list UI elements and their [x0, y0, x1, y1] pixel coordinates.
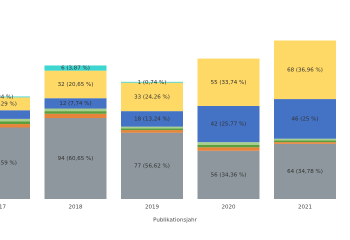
- bar-segment: [44, 111, 107, 114]
- chart: Publikationsjahr 2017 83 (69,59 %) 15 (12,…: [0, 40, 336, 224]
- bar-segment: [197, 150, 260, 199]
- bar-segment: [0, 110, 30, 119]
- page: {"chart_data": {"type": "stacked-bar", "…: [0, 40, 336, 224]
- bar-segment: [0, 96, 30, 98]
- value-label: 6 (3,87 %): [61, 66, 90, 72]
- bar-segment: [274, 40, 336, 100]
- bar-segment: [197, 58, 260, 106]
- bar-segment: [274, 138, 336, 141]
- bar-segment: [197, 105, 260, 143]
- bar-segment: [197, 147, 260, 151]
- value-label: 68 (36,96 %): [287, 67, 323, 73]
- value-label: 77 (56,62 %): [134, 163, 170, 169]
- value-label: 12 (7,74 %): [59, 101, 91, 107]
- x-tick-label: 2020: [222, 205, 236, 211]
- bar-segment: [44, 70, 107, 99]
- bar-segment: [44, 108, 107, 112]
- value-label: 33 (24,26 %): [134, 94, 170, 100]
- bar-segment: [0, 124, 30, 128]
- value-label: 55 (33,74 %): [211, 80, 247, 86]
- bar-segment: [197, 142, 260, 145]
- bar-segment: [0, 121, 30, 125]
- bar-segment: [0, 127, 30, 199]
- value-label: 46 (25 %): [291, 116, 318, 122]
- x-tick-label: 2018: [69, 205, 83, 211]
- bar-segment: [121, 82, 183, 112]
- value-label: 42 (25,77 %): [211, 122, 247, 128]
- bar-segment: [121, 81, 183, 83]
- bar-segment: [274, 142, 336, 144]
- bar-segment: [121, 111, 183, 127]
- x-tick-label: 2017: [0, 205, 6, 211]
- x-tick-label: 2021: [298, 205, 312, 211]
- bar-segment: [274, 143, 336, 199]
- x-axis-title: Publikationsjahr: [153, 218, 197, 224]
- bar-segment: [44, 118, 107, 199]
- value-label: 18 (13,24 %): [134, 116, 170, 122]
- value-label: 1 (0,84 %): [0, 94, 13, 100]
- bar-segment: [121, 128, 183, 131]
- value-label: 56 (34,36 %): [211, 172, 247, 178]
- bar-segment: [0, 118, 30, 122]
- bar-segment: [0, 97, 30, 111]
- value-label: 32 (20,65 %): [58, 82, 94, 88]
- bar-segment: [44, 65, 107, 71]
- bar-segment: [197, 144, 260, 148]
- value-label: 1 (0,74 %): [138, 80, 167, 86]
- bar-segment: [274, 140, 336, 143]
- bar-segment: [121, 132, 183, 199]
- value-label: 83 (69,59 %): [0, 161, 17, 167]
- bar-segment: [121, 130, 183, 133]
- bar-segment: [44, 98, 107, 109]
- bar-segment: [121, 126, 183, 129]
- bar-segment: [44, 113, 107, 119]
- bar-segment: [274, 99, 336, 139]
- x-tick-label: 2019: [145, 205, 159, 211]
- value-label: 15 (12,29 %): [0, 101, 17, 107]
- value-label: 64 (34,78 %): [287, 169, 323, 175]
- value-label: 94 (60,65 %): [58, 156, 94, 162]
